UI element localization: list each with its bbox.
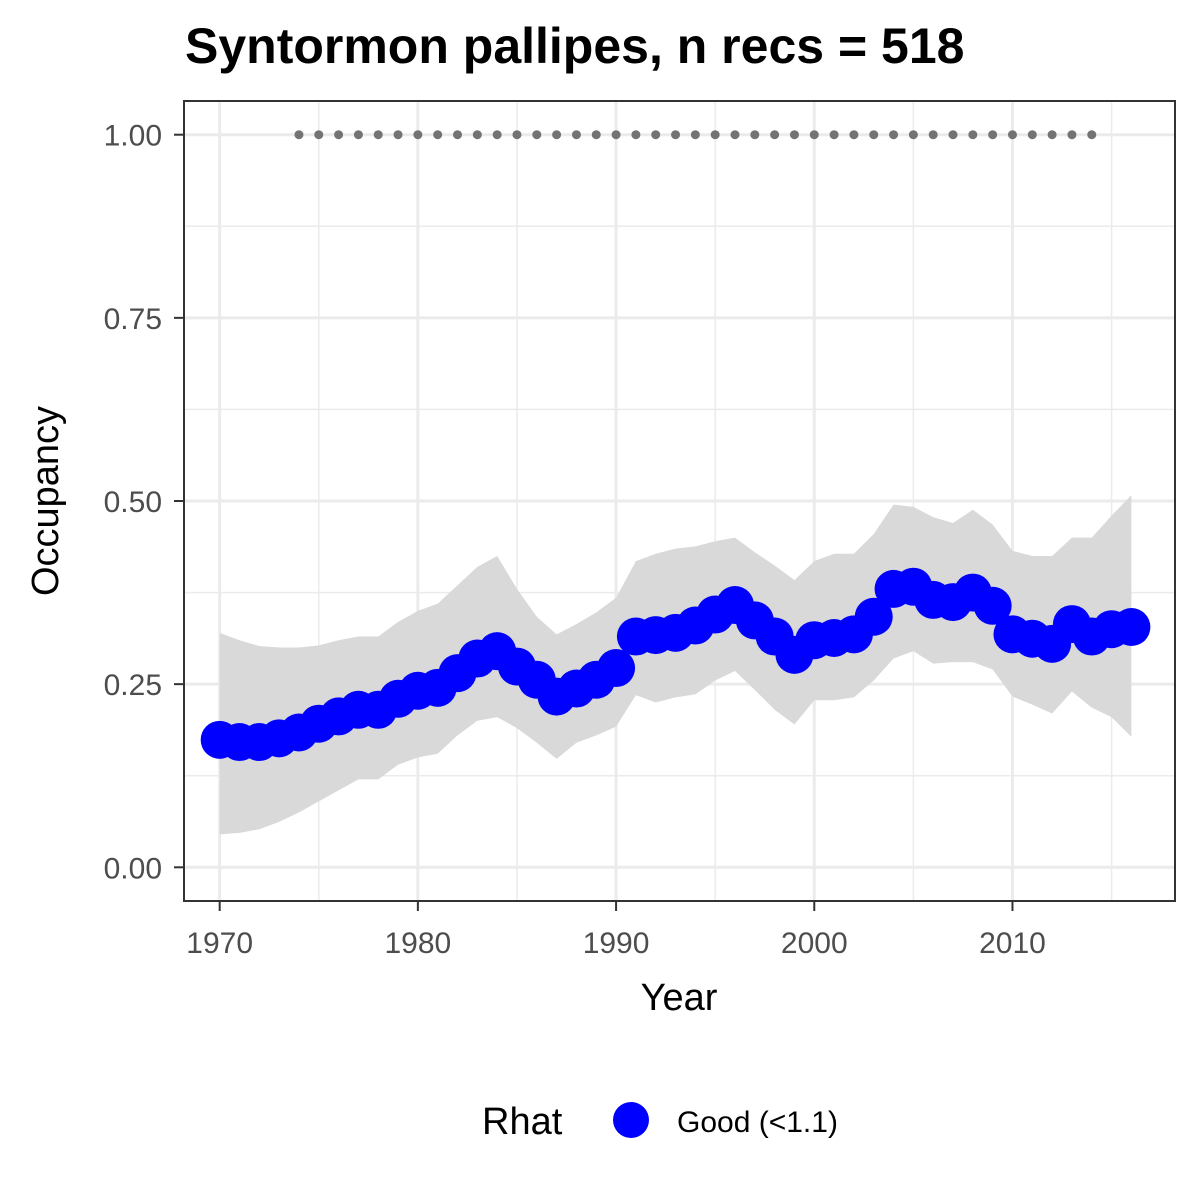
record-dot [829, 130, 839, 140]
record-dot [472, 130, 482, 140]
record-dot [393, 130, 403, 140]
y-tick-label: 1.00 [104, 120, 162, 153]
legend: Rhat Good (<1.1) [482, 1101, 838, 1143]
y-tick-label: 0.50 [104, 486, 162, 519]
x-tick-label: 2010 [979, 927, 1046, 960]
record-dot [1047, 130, 1057, 140]
record-dot [353, 130, 363, 140]
record-dot [849, 130, 859, 140]
record-dot [294, 130, 304, 140]
record-dot [512, 130, 522, 140]
record-dot [948, 130, 958, 140]
data-point [1112, 608, 1151, 647]
data-point [854, 597, 893, 636]
record-dots [294, 130, 1097, 140]
record-dot [908, 130, 918, 140]
x-axis-ticks: 1970 1980 1990 2000 2010 [186, 901, 1046, 960]
record-dot [591, 130, 601, 140]
x-tick-label: 1990 [583, 927, 650, 960]
record-dot [730, 130, 740, 140]
y-axis-title: Occupancy [25, 406, 67, 596]
x-tick-label: 1980 [385, 927, 452, 960]
record-dot [314, 130, 324, 140]
record-dot [651, 130, 661, 140]
chart-title: Syntormon pallipes, n recs = 518 [185, 18, 964, 74]
record-dot [433, 130, 443, 140]
y-tick-label: 0.00 [104, 852, 162, 885]
x-axis-title: Year [641, 977, 718, 1019]
record-dot [1027, 130, 1037, 140]
record-dot [373, 130, 383, 140]
record-dot [334, 130, 344, 140]
x-tick-label: 1970 [186, 927, 253, 960]
record-dot [552, 130, 562, 140]
record-dot [928, 130, 938, 140]
record-dot [1087, 130, 1097, 140]
x-tick-label: 2000 [781, 927, 848, 960]
record-dot [809, 130, 819, 140]
record-dot [671, 130, 681, 140]
record-dot [750, 130, 760, 140]
record-dot [492, 130, 502, 140]
record-dot [1067, 130, 1077, 140]
legend-title: Rhat [482, 1101, 563, 1143]
record-dot [532, 130, 542, 140]
record-dot [889, 130, 899, 140]
record-dot [413, 130, 423, 140]
y-axis-ticks: 0.00 0.25 0.50 0.75 1.00 [104, 120, 184, 885]
record-dot [611, 130, 621, 140]
record-dot [988, 130, 998, 140]
record-dot [869, 130, 879, 140]
record-dot [968, 130, 978, 140]
record-dot [770, 130, 780, 140]
record-dot [631, 130, 641, 140]
data-point [973, 586, 1012, 625]
record-dot [1007, 130, 1017, 140]
record-dot [453, 130, 463, 140]
legend-label: Good (<1.1) [677, 1106, 838, 1139]
y-tick-label: 0.75 [104, 303, 162, 336]
data-point [597, 649, 636, 688]
legend-key-circle [613, 1102, 649, 1138]
record-dot [690, 130, 700, 140]
record-dot [789, 130, 799, 140]
record-dot [571, 130, 581, 140]
record-dot [710, 130, 720, 140]
occupancy-points [200, 567, 1151, 762]
y-tick-label: 0.25 [104, 669, 162, 702]
